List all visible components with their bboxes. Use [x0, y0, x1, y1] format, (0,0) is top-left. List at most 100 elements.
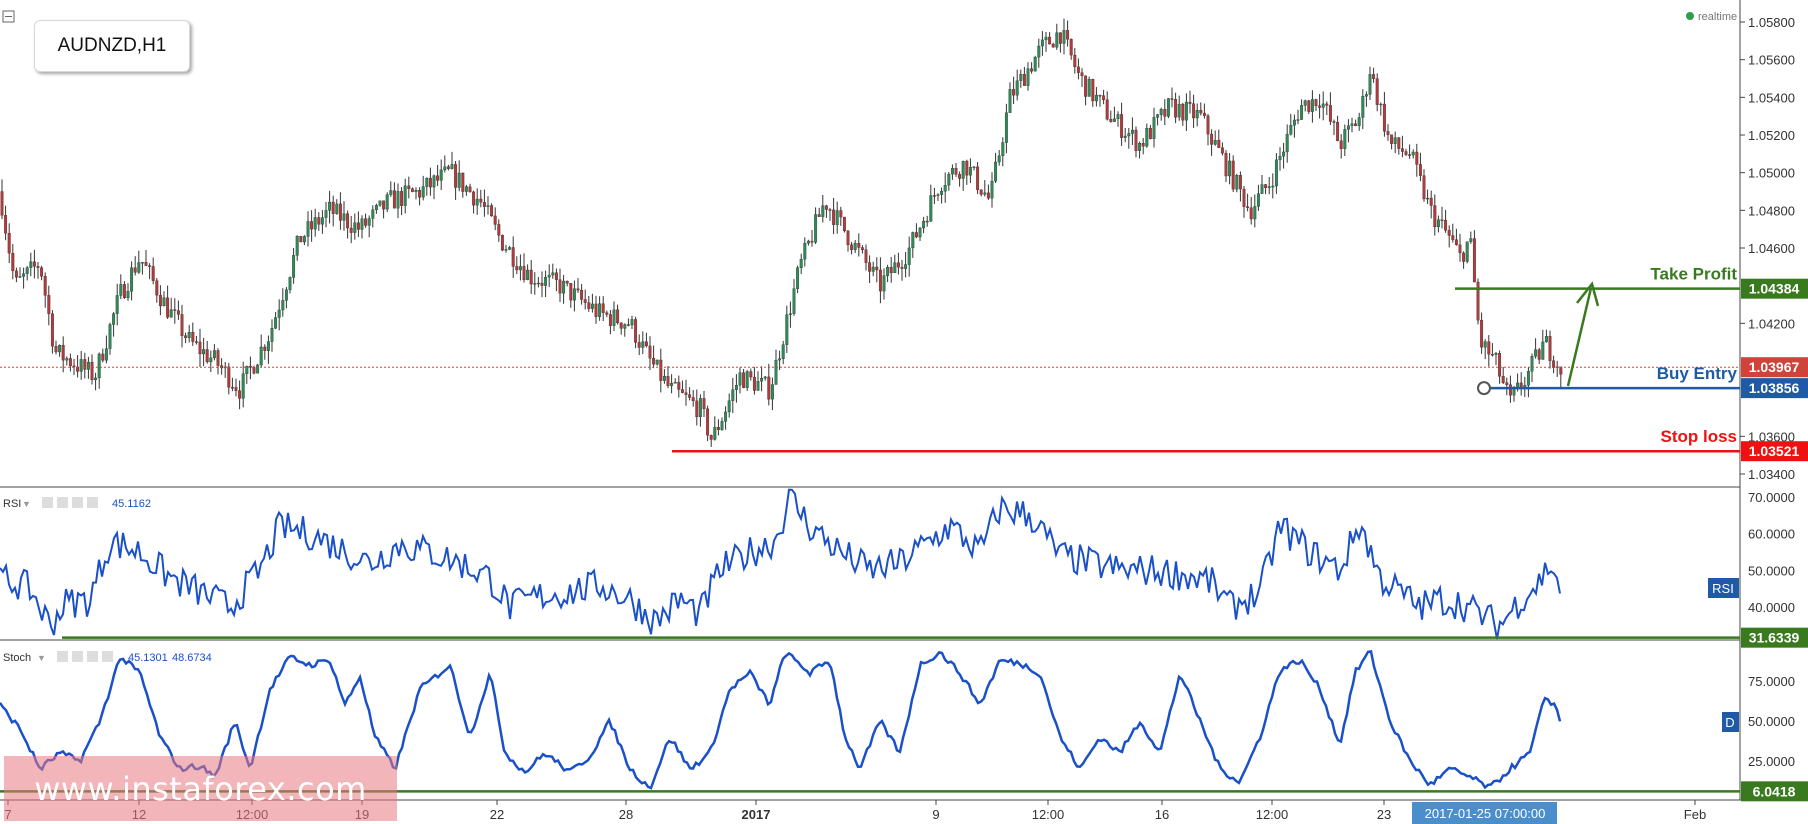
- price-tick-label: 1.04600: [1748, 241, 1795, 256]
- candle-body: [778, 358, 782, 361]
- candle-body: [144, 262, 148, 266]
- candle-body: [1217, 140, 1221, 148]
- candle-body: [1415, 151, 1419, 165]
- candle-body: [1141, 143, 1145, 147]
- candlestick-series: [0, 18, 1563, 447]
- candle-body: [947, 173, 951, 186]
- candle-body: [1548, 336, 1552, 361]
- candle-body: [1386, 131, 1390, 135]
- candle-body: [256, 364, 260, 374]
- candle-body: [151, 266, 155, 281]
- candle-body: [1559, 366, 1563, 375]
- candle-body: [277, 309, 281, 318]
- candle-body: [914, 232, 918, 238]
- candle-body: [1156, 114, 1160, 118]
- candle-body: [1361, 96, 1365, 118]
- candle-body: [342, 213, 346, 221]
- candle-body: [306, 221, 310, 237]
- rsi-controls[interactable]: [42, 497, 98, 508]
- candle-body: [1181, 103, 1185, 121]
- realtime-status: realtime: [1698, 11, 1737, 23]
- candle-body: [565, 280, 569, 284]
- time-tick-label: 22: [490, 807, 504, 822]
- candle-body: [1253, 206, 1257, 220]
- candle-body: [554, 272, 558, 280]
- candle-body: [259, 346, 263, 366]
- candle-body: [421, 186, 425, 198]
- candle-body: [1408, 154, 1412, 156]
- candle-body: [1134, 129, 1138, 151]
- candle-body: [540, 282, 544, 286]
- candle-body: [1076, 66, 1080, 73]
- candle-body: [608, 314, 612, 326]
- candle-body: [1483, 341, 1487, 348]
- candle-body: [115, 295, 119, 314]
- candle-body: [108, 324, 112, 349]
- candle-body: [385, 194, 389, 210]
- candle-body: [166, 297, 170, 318]
- candle-body: [580, 289, 584, 300]
- candle-body: [1462, 252, 1466, 262]
- candle-body: [1469, 238, 1473, 242]
- candle-body: [1274, 159, 1278, 187]
- candle-body: [1062, 30, 1066, 44]
- candle-body: [1310, 99, 1314, 112]
- stoch-controls[interactable]: [57, 651, 113, 662]
- time-cursor-label: 2017-01-25 07:00:00: [1425, 806, 1546, 821]
- candle-body: [205, 349, 209, 363]
- candle-body: [878, 269, 882, 292]
- candle-body: [583, 299, 587, 303]
- candle-body: [1030, 68, 1034, 72]
- candle-body: [1256, 193, 1260, 207]
- candle-body: [292, 255, 296, 278]
- candle-body: [1544, 336, 1548, 343]
- candle-body: [1105, 99, 1109, 120]
- candle-body: [407, 185, 411, 189]
- stop-loss-label: Stop loss: [1660, 427, 1737, 446]
- price-tick-label: 1.05000: [1748, 166, 1795, 181]
- candle-body: [1404, 151, 1408, 155]
- rsi-dropdown-icon[interactable]: ▼: [22, 499, 31, 509]
- candle-body: [1321, 103, 1325, 108]
- candle-body: [770, 384, 774, 400]
- candle-body: [1498, 353, 1502, 377]
- candle-body: [7, 233, 11, 254]
- candle-body: [1109, 119, 1113, 122]
- candle-body: [940, 191, 944, 195]
- candle-body: [1372, 74, 1376, 79]
- candle-body: [979, 189, 983, 195]
- time-cursor-badge: [1412, 802, 1557, 824]
- candle-body: [194, 341, 198, 343]
- candle-body: [364, 218, 368, 226]
- rsi-line: [0, 488, 1561, 640]
- candle-body: [468, 186, 472, 193]
- candle-body: [148, 265, 152, 267]
- symbol-label[interactable]: AUDNZD,H1: [34, 20, 190, 72]
- collapse-icon[interactable]: [2, 10, 15, 23]
- candle-body: [526, 269, 530, 280]
- price-tag-take-profit: 1.04384: [1741, 278, 1808, 299]
- buy-entry-label: Buy Entry: [1657, 364, 1738, 383]
- price-tick-label: 1.04800: [1748, 203, 1795, 218]
- candle-body: [716, 427, 720, 430]
- candle-body: [1206, 115, 1210, 135]
- candle-body: [1390, 134, 1394, 144]
- candle-body: [828, 209, 832, 211]
- candle-body: [518, 266, 522, 271]
- candle-body: [346, 213, 350, 229]
- candle-body: [774, 359, 778, 385]
- candle-body: [1199, 110, 1203, 114]
- candle-body: [79, 359, 83, 372]
- candle-body: [839, 210, 843, 218]
- candle-body: [648, 345, 652, 359]
- candle-body: [410, 188, 414, 192]
- candle-body: [1084, 75, 1088, 97]
- candle-body: [270, 328, 274, 342]
- stoch-dropdown-icon[interactable]: ▼: [37, 653, 46, 663]
- price-tick-label: 1.04200: [1748, 316, 1795, 331]
- candle-body: [112, 313, 116, 325]
- candle-body: [1080, 72, 1084, 77]
- svg-text:1.04384: 1.04384: [1749, 281, 1800, 297]
- candle-body: [446, 166, 450, 169]
